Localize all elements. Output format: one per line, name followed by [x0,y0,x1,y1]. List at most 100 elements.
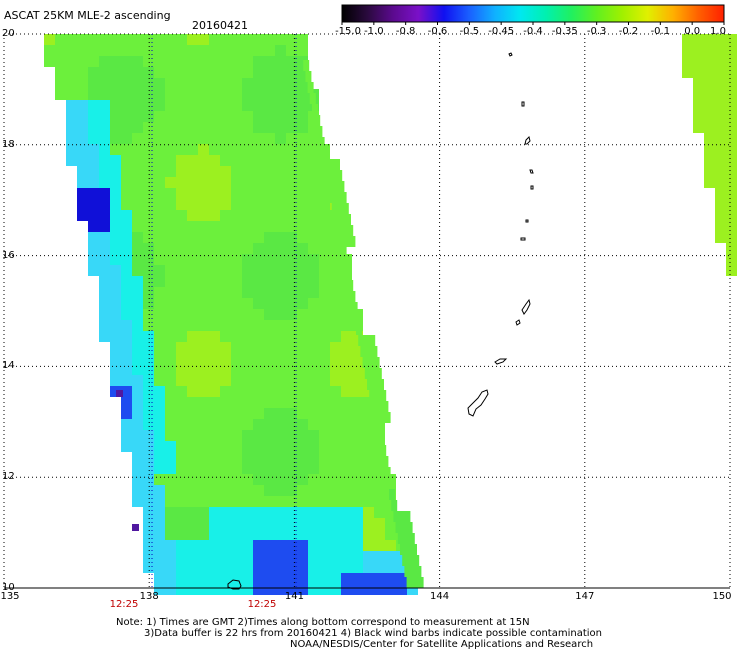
swath-cell [352,441,363,452]
swath-cell [231,474,242,485]
swath-cell [187,67,198,78]
swath-cell [286,144,297,155]
swath-cell [143,441,154,452]
swath-cell [286,320,297,331]
swath-cell [99,188,110,199]
swath-cell [275,155,286,166]
swath-cell [99,34,110,45]
swath-cell [165,287,176,298]
swath-cell [220,111,231,122]
swath-cell [187,331,198,342]
swath-cell [231,496,242,507]
swath-cell [286,507,297,518]
swath-cell [253,529,264,540]
swath-cell [176,144,187,155]
swath-cell [286,474,297,485]
swath-cell [132,386,143,397]
swath-cell [198,518,209,529]
swath-cell [154,188,165,199]
swath-cell [220,243,231,254]
swath-cell [220,496,231,507]
swath-cell [187,364,198,375]
swath-cell [275,298,286,309]
swath-cell [220,188,231,199]
swath-cell [77,56,88,67]
swath-cell [176,122,187,133]
swath-cell [275,232,286,243]
colorbar [341,4,725,23]
swath-cell [187,232,198,243]
map-date: 20160421 [192,19,248,32]
swath-cell [242,342,253,353]
grid-lines [3,22,731,589]
swath-cell [264,397,275,408]
swath-cell [187,507,198,518]
swath-cell [242,133,253,144]
swath-cell [154,430,165,441]
swath-cell [143,100,154,111]
swath-cell [165,100,176,111]
swath-cell [275,584,286,595]
swath-cell [121,177,132,188]
swath-cell [363,551,374,562]
swath-cell [275,276,286,287]
swath-cell [209,210,220,221]
swath-cell [319,562,330,573]
swath-cell [264,452,275,463]
swath-cell [264,584,275,595]
swath-cell [297,485,308,496]
swath-cell [297,122,308,133]
swath-cell [187,276,198,287]
swath-edge-cell [312,104,318,115]
swath-cell [264,287,275,298]
swath-right-cell [682,67,693,78]
swath-cell [275,419,286,430]
swath-cell [187,122,198,133]
swath-cell [110,331,121,342]
swath-cell [154,232,165,243]
swath-cell [198,122,209,133]
swath-cell [231,518,242,529]
swath-cell [220,408,231,419]
swath-cell [220,540,231,551]
swath-cell [77,199,88,210]
swath-cell [143,485,154,496]
swath-cell [275,177,286,188]
swath-cell [264,111,275,122]
swath-cell [99,78,110,89]
swath-cell [319,199,330,210]
swath-cell [242,584,253,595]
swath-cell [231,320,242,331]
swath-cell [154,342,165,353]
swath-cell [88,210,99,221]
swath-right-cell [715,133,726,144]
swath-cell [330,232,341,243]
swath-cell [396,551,407,562]
swath-edge-cell [404,566,422,577]
swath-cell [220,254,231,265]
swath-cell [143,452,154,463]
swath-cell [297,331,308,342]
swath-cell [264,441,275,452]
swath-cell [154,89,165,100]
swath-right-cell [715,45,726,56]
swath-cell [275,562,286,573]
swath-cell [253,364,264,375]
swath-cell [242,309,253,320]
swath-cell [209,177,220,188]
swath-cell [143,298,154,309]
swath-cell [242,265,253,276]
swath-cell [231,210,242,221]
swath-right-cell [715,210,726,221]
swath-cell [319,298,330,309]
swath-cell [110,133,121,144]
swath-cell [330,540,341,551]
swath-cell [110,353,121,364]
swath-cell [352,551,363,562]
swath-cell [242,298,253,309]
swath-cell [308,111,319,122]
swath-cell [297,89,308,100]
swath-edge-cell [356,324,362,335]
swath-cell [165,452,176,463]
swath-cell [253,441,264,452]
